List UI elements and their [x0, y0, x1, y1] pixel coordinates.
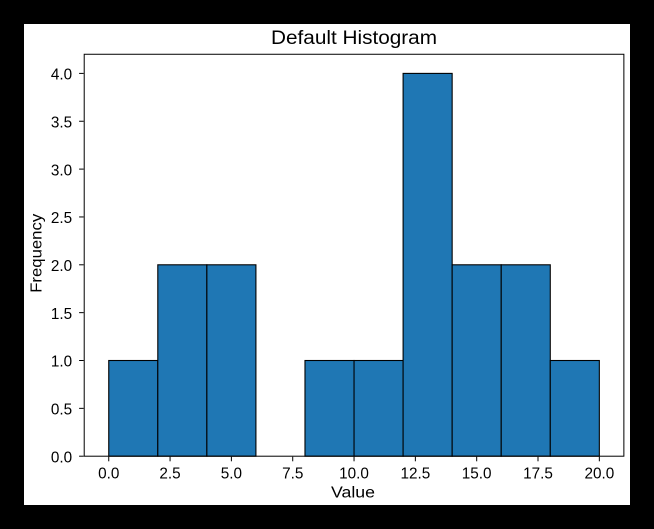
svg-text:20.0: 20.0	[584, 465, 614, 482]
svg-text:15.0: 15.0	[462, 465, 492, 482]
svg-text:12.5: 12.5	[400, 465, 430, 482]
svg-text:2.5: 2.5	[51, 210, 72, 227]
svg-text:Value: Value	[331, 485, 375, 502]
svg-text:0.5: 0.5	[51, 402, 72, 419]
svg-text:0.0: 0.0	[51, 449, 72, 466]
svg-text:3.5: 3.5	[51, 114, 72, 131]
svg-text:10.0: 10.0	[339, 465, 369, 482]
svg-text:Frequency: Frequency	[28, 213, 45, 292]
svg-text:Default Histogram: Default Histogram	[271, 28, 437, 49]
svg-text:17.5: 17.5	[523, 465, 553, 482]
svg-text:2.0: 2.0	[51, 258, 72, 275]
svg-text:2.5: 2.5	[159, 465, 180, 482]
svg-text:7.5: 7.5	[282, 465, 303, 482]
svg-text:5.0: 5.0	[221, 465, 242, 482]
svg-text:4.0: 4.0	[51, 67, 72, 84]
svg-text:1.0: 1.0	[51, 354, 72, 371]
svg-text:0.0: 0.0	[98, 465, 119, 482]
svg-text:1.5: 1.5	[51, 306, 72, 323]
svg-text:3.0: 3.0	[51, 162, 72, 179]
